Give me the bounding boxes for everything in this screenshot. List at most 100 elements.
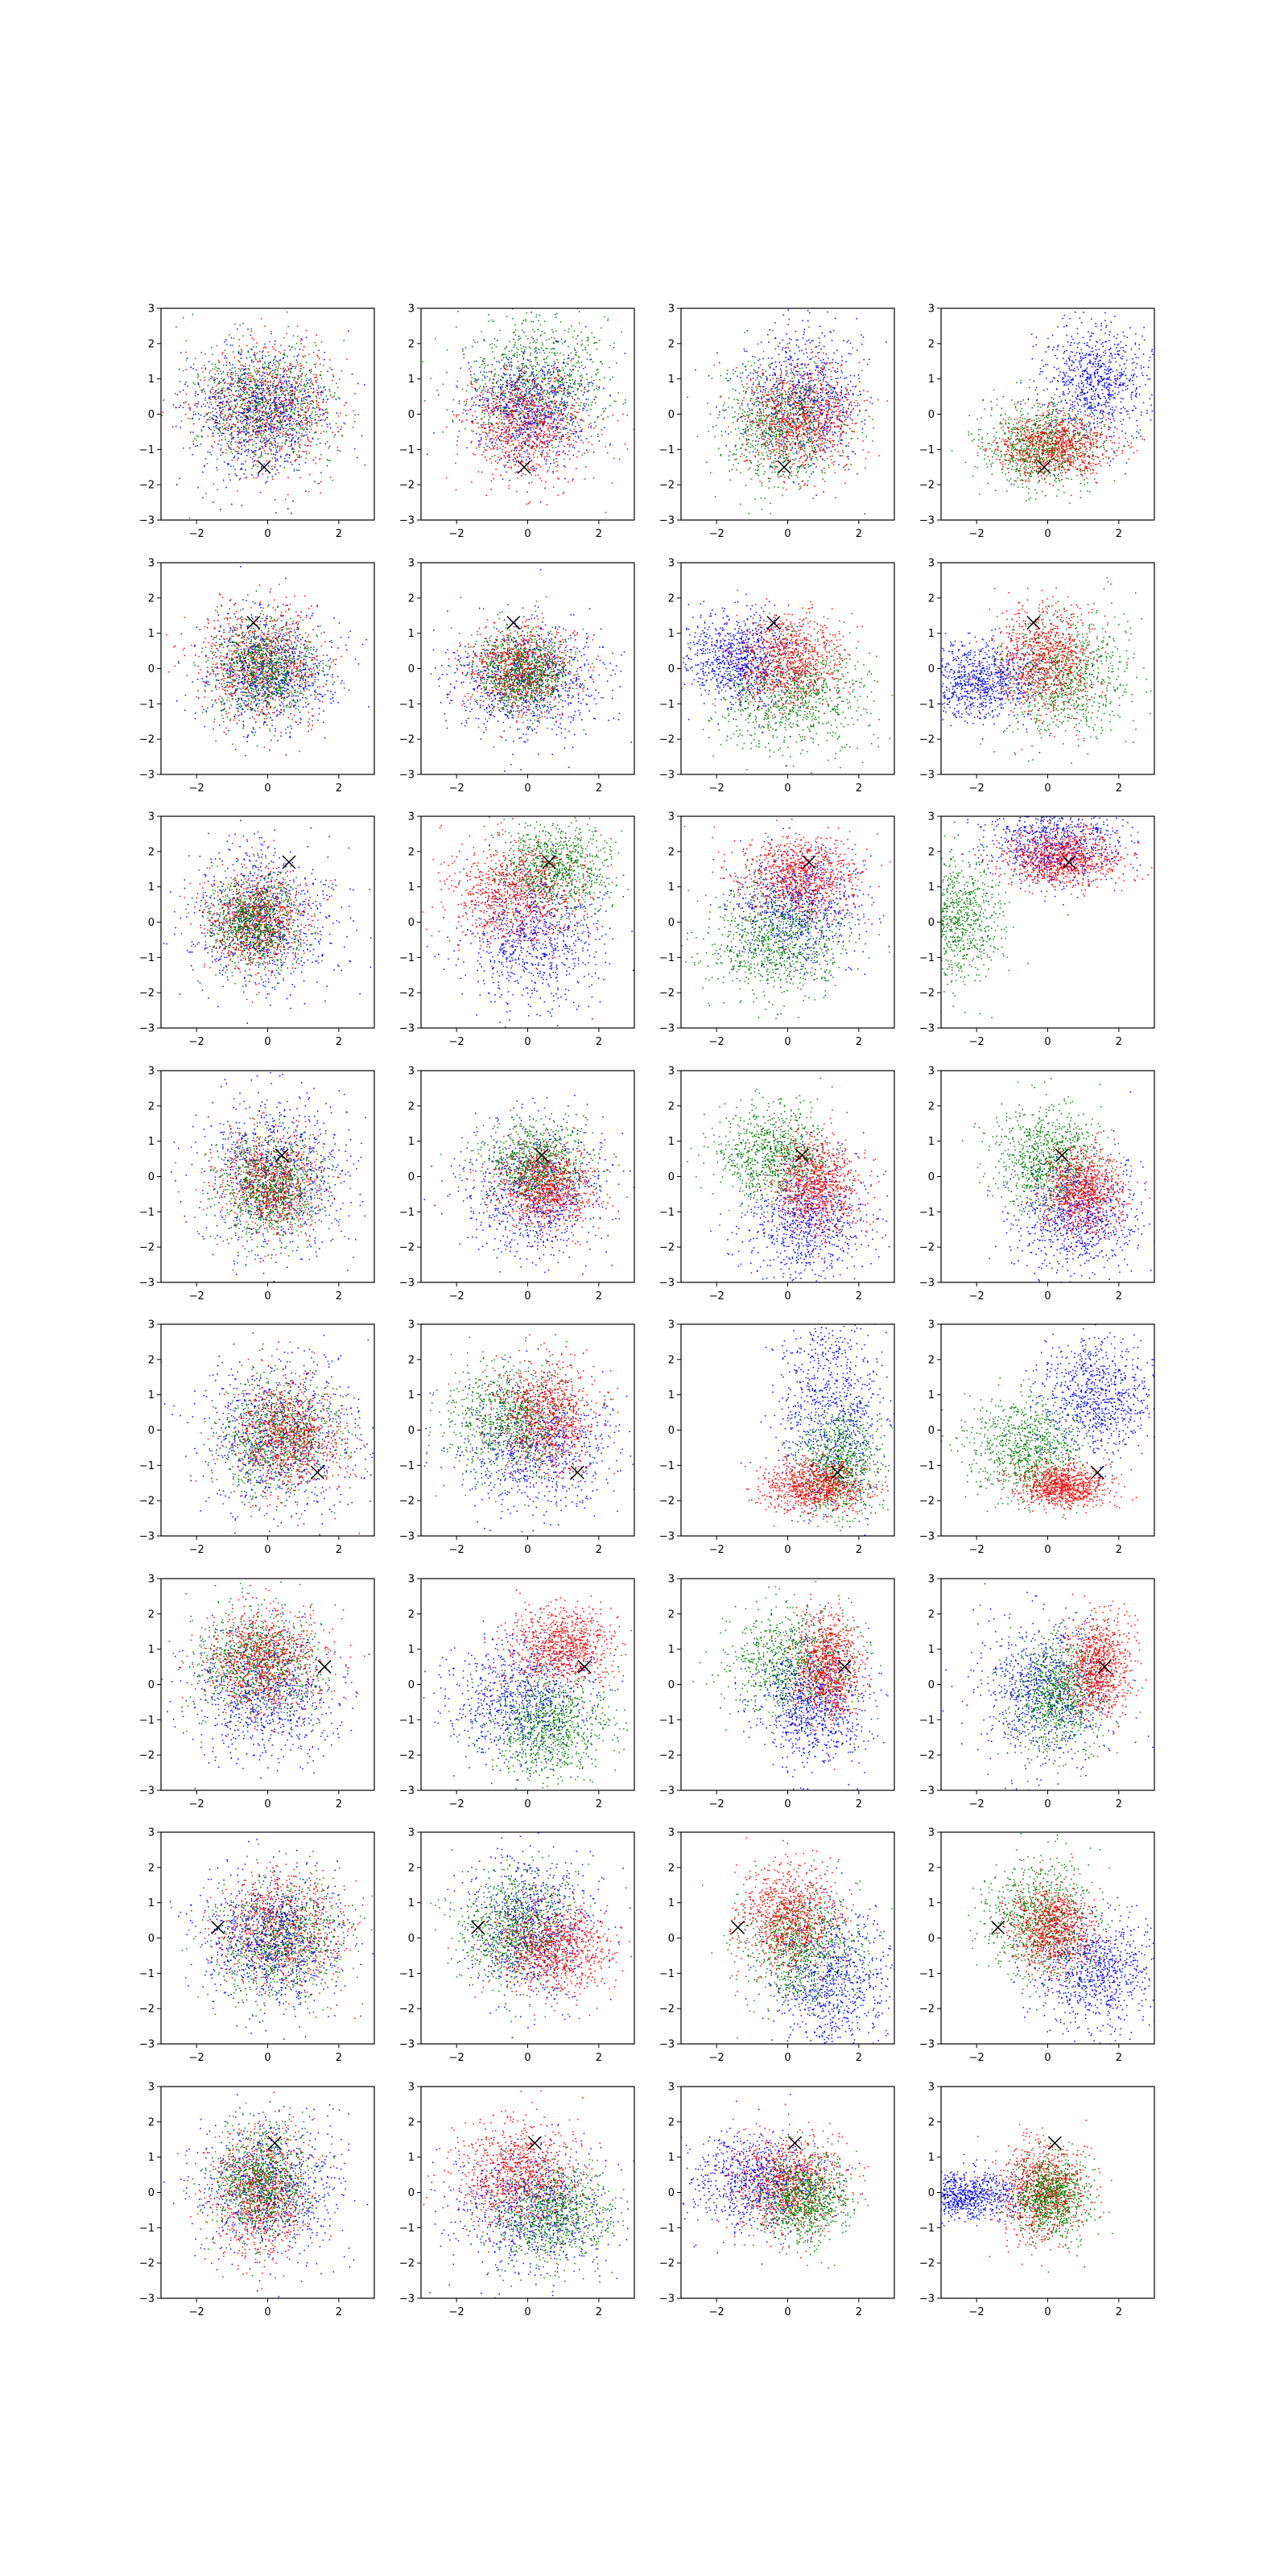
scatter-point (261, 453, 262, 455)
scatter-point (595, 396, 597, 398)
scatter-point (607, 320, 609, 321)
scatter-point (525, 320, 526, 322)
scatter-point (551, 337, 553, 339)
scatter-point (502, 360, 503, 361)
scatter-point (246, 422, 248, 423)
scatter-point (354, 448, 356, 450)
scatter-point (500, 410, 502, 411)
scatter-point (481, 437, 482, 439)
scatter-point (488, 365, 489, 366)
scatter-point (272, 365, 274, 366)
scatter-point (512, 394, 514, 396)
scatter-point (491, 373, 493, 374)
scatter-point (260, 421, 262, 423)
scatter-point (597, 436, 599, 437)
scatter-point (219, 407, 221, 409)
scatter-point (491, 462, 493, 464)
scatter-point (526, 409, 527, 411)
scatter-point (231, 372, 233, 374)
scatter-point (580, 332, 582, 333)
scatter-point (535, 357, 537, 359)
scatter-point (265, 429, 266, 431)
scatter-point (482, 379, 484, 381)
scatter-point (245, 373, 246, 374)
scatter-point (498, 415, 500, 416)
scatter-point (520, 389, 522, 390)
scatter-point (559, 390, 561, 392)
scatter-point (318, 420, 320, 422)
scatter-point (312, 400, 314, 402)
scatter-point (596, 388, 597, 390)
scatter-point (540, 385, 542, 386)
scatter-point (507, 386, 509, 388)
scatter-point (265, 413, 266, 415)
scatter-point (296, 469, 298, 471)
scatter-point (543, 447, 544, 448)
scatter-point (489, 439, 491, 440)
scatter-point (260, 441, 262, 443)
scatter-point (538, 401, 539, 402)
scatter-point (476, 390, 477, 392)
scatter-point (250, 335, 252, 336)
scatter-point (554, 353, 555, 355)
scatter-point (308, 379, 310, 381)
scatter-point (342, 436, 344, 437)
scatter-point (220, 427, 221, 428)
scatter-point (543, 378, 545, 379)
scatter-point (242, 505, 243, 506)
scatter-point (297, 336, 299, 337)
scatter-point (225, 349, 226, 351)
scatter-point (196, 440, 197, 441)
scatter-point (277, 407, 279, 408)
scatter-point (272, 346, 274, 348)
scatter-point (220, 431, 221, 433)
scatter-point (593, 399, 595, 401)
scatter-point (220, 397, 221, 398)
scatter-point (299, 392, 300, 394)
scatter-point (295, 407, 296, 409)
scatter-point (267, 415, 269, 417)
scatter-point (204, 380, 205, 382)
scatter-point (592, 385, 593, 386)
scatter-point (277, 426, 279, 427)
scatter-point (316, 414, 318, 415)
scatter-point (282, 433, 283, 435)
scatter-point (557, 381, 559, 382)
scatter-point (551, 349, 552, 350)
scatter-point (340, 413, 341, 415)
scatter-point (291, 416, 292, 418)
scatter-point (539, 442, 541, 444)
scatter-point (568, 396, 569, 398)
scatter-point (545, 447, 547, 448)
scatter-point (522, 403, 524, 405)
scatter-point (492, 398, 493, 399)
scatter-point (530, 448, 532, 449)
scatter-point (277, 377, 279, 378)
scatter-point (468, 410, 469, 411)
scatter-point (502, 377, 504, 378)
scatter-point (290, 394, 291, 396)
scatter-point (477, 341, 479, 343)
scatter-point (525, 452, 526, 454)
scatter-point (524, 416, 526, 418)
scatter-point (540, 502, 542, 503)
scatter-point (285, 409, 287, 411)
scatter-point (266, 366, 267, 368)
scatter-point (526, 407, 527, 409)
scatter-point (241, 382, 242, 383)
scatter-point (587, 358, 588, 360)
scatter-point (533, 470, 535, 472)
scatter-point (287, 423, 289, 425)
scatter-point (266, 419, 267, 420)
scatter-point (473, 361, 475, 362)
scatter-point (512, 398, 514, 400)
scatter-point (250, 407, 251, 409)
scatter-point (263, 381, 265, 382)
scatter-point (287, 429, 289, 431)
scatter-point (524, 351, 526, 353)
scatter-point (547, 411, 549, 413)
scatter-point (249, 415, 250, 417)
scatter-point (281, 386, 283, 387)
scatter-point (265, 436, 266, 437)
scatter-point (561, 388, 563, 390)
